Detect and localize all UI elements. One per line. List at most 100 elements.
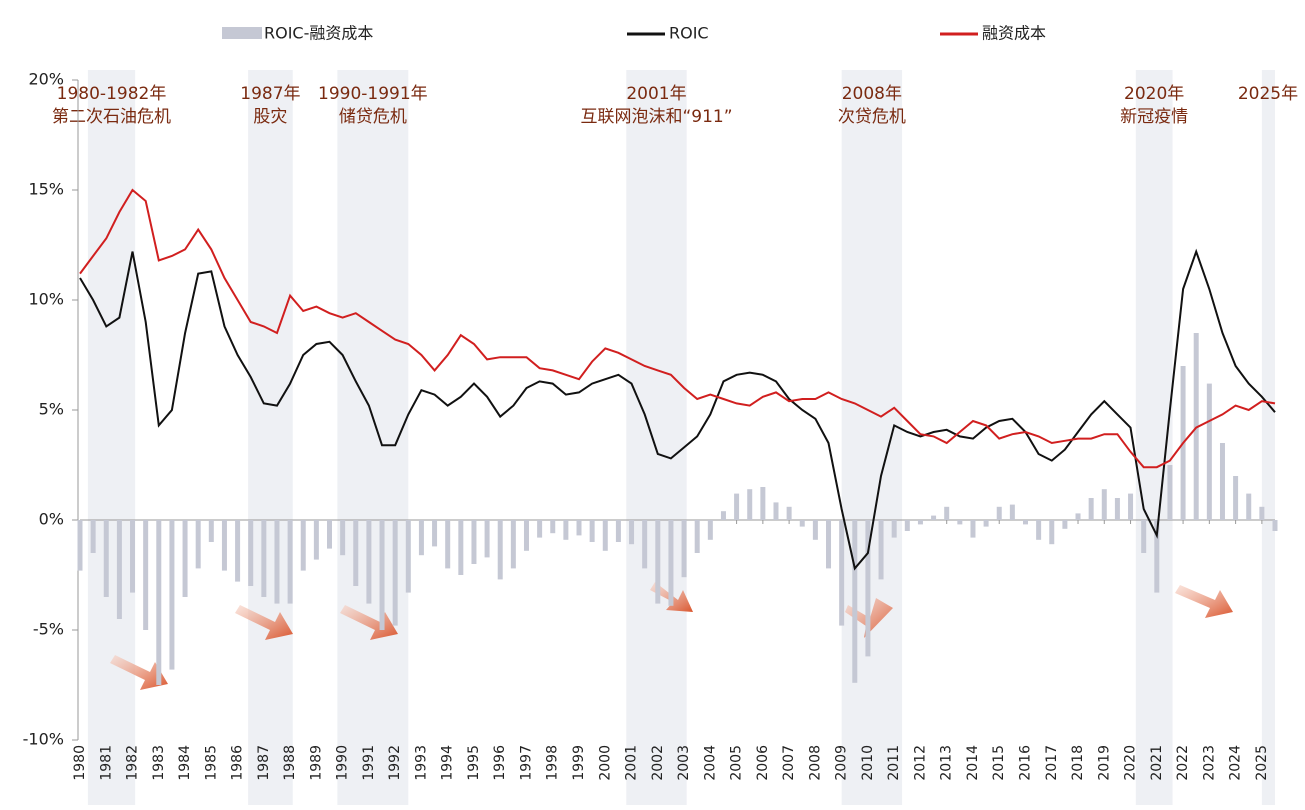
bar [471,520,477,564]
bar [484,520,490,558]
period-label: 股灾 [253,107,287,127]
bar [366,520,372,604]
x-tick-label: 2012 [912,745,928,781]
bar [445,520,451,569]
bar [313,520,319,560]
bar [392,520,398,626]
x-tick-label: 2020 [1123,745,1139,781]
bar [944,506,950,520]
bar [432,520,438,547]
bar [274,520,280,604]
bar [642,520,648,569]
bar [720,511,726,520]
x-tick-label: 2018 [1070,745,1086,781]
bar [235,520,241,582]
bar [694,520,700,553]
bar [1114,498,1120,520]
bar [996,506,1002,520]
x-tick-label: 1990 [335,745,351,781]
x-tick-label: 1994 [440,745,456,781]
line [79,188,1276,469]
y-tick-label: 0% [39,510,64,529]
bar [248,520,254,586]
x-tick-label: 1987 [256,745,272,781]
x-tick-label: 2010 [860,745,876,781]
x-tick-label: 1998 [545,745,561,781]
bar [1246,493,1252,520]
bar [510,520,516,569]
bar [405,520,411,593]
y-tick-label: 10% [28,290,64,309]
bar [116,520,122,619]
period-label: 互联网泡沫和“911” [580,107,732,127]
bar [195,520,201,569]
x-tick-label: 2016 [1017,745,1033,781]
x-tick-label: 1980 [72,745,88,781]
bar [615,520,621,542]
bar [1075,513,1081,520]
bar [261,520,267,597]
bar [602,520,608,551]
x-tick-label: 2019 [1096,745,1112,781]
period-label: 次贷危机 [838,107,906,127]
bar [891,520,897,538]
x-tick-label: 2013 [939,745,955,781]
x-tick-label: 2006 [755,745,771,781]
bar [182,520,188,597]
bar [523,520,529,551]
bar [1272,520,1278,531]
x-tick-label: 2004 [702,745,718,781]
x-tick-label: 1993 [413,745,429,781]
x-tick-label: 1999 [571,745,587,781]
bar [379,520,385,630]
bar [1219,443,1225,520]
bar [812,520,818,540]
y-tick-label: 5% [39,400,64,419]
bar [589,520,595,542]
y-tick-label: 20% [28,70,64,89]
bar [1154,520,1160,593]
x-tick-label: 2002 [650,745,666,781]
y-tick-label: -5% [33,620,64,639]
bar [852,520,858,683]
bar [1088,498,1094,520]
bar [786,506,792,520]
bar [458,520,464,575]
bar [90,520,96,553]
bar [1259,506,1265,520]
x-tick-label: 1991 [361,745,377,781]
line [79,248,1276,571]
x-tick-label: 2003 [676,745,692,781]
period-label: 1980-1982年 [57,84,167,104]
x-tick-label: 2008 [807,745,823,781]
bar [878,520,884,580]
bar [537,520,543,538]
legend-label: 融资成本 [982,24,1046,43]
x-tick-label: 1996 [492,745,508,781]
bar [681,520,687,578]
bar [327,520,333,549]
period-label: 1987年 [240,84,300,104]
x-tick-label: 2017 [1044,745,1060,781]
bar [156,520,162,685]
bar [1062,520,1068,529]
period-shade [248,70,293,805]
period-shade [841,70,903,805]
bar [1101,489,1107,520]
bar [1141,520,1147,553]
period-shade [1261,70,1275,805]
x-tick-label: 2001 [624,745,640,781]
bar [77,520,83,571]
x-tick-label: 1983 [151,745,167,781]
bar [826,520,832,569]
x-tick-label: 2011 [886,745,902,781]
bar [208,520,214,542]
x-tick-label: 2009 [834,745,850,781]
bar [300,520,306,571]
x-tick-label: 1997 [518,745,534,781]
x-tick-label: 1982 [125,745,141,781]
bar [1022,520,1028,525]
period-label: 储贷危机 [339,107,407,127]
bar [760,487,766,520]
x-tick-label: 2022 [1175,745,1191,781]
